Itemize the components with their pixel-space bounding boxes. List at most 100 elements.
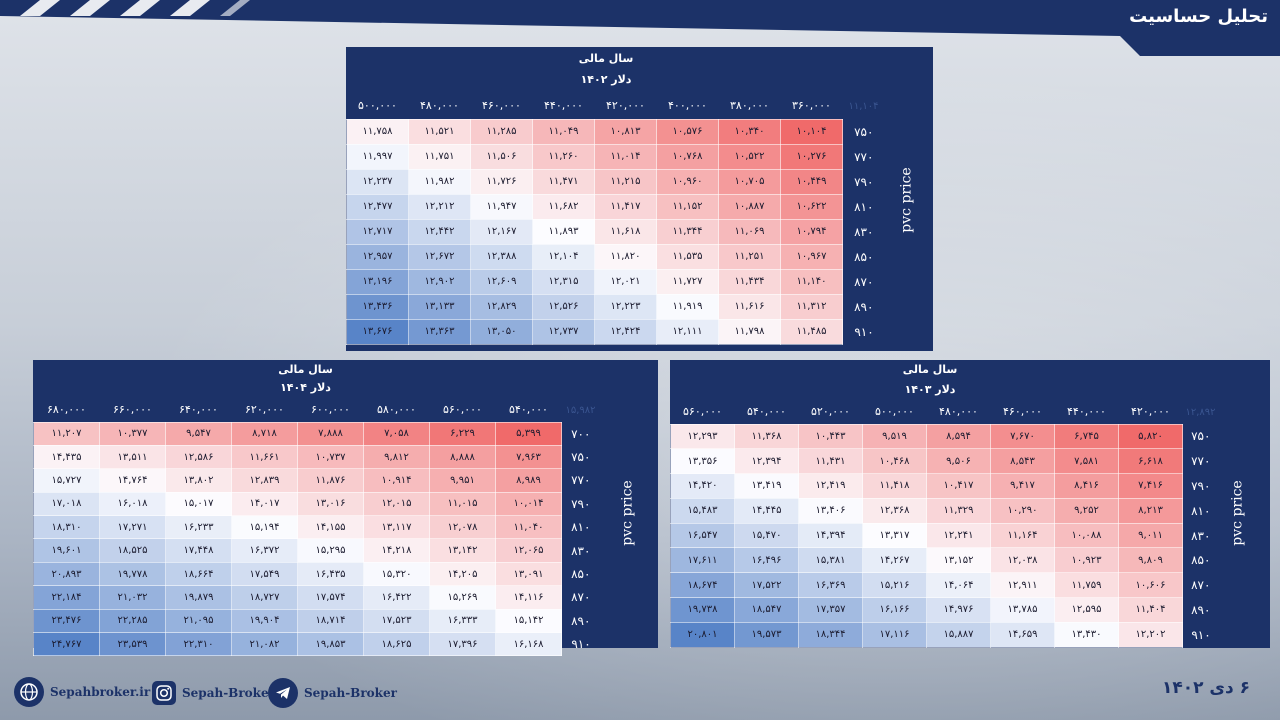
value-cell: ۱۱,۱۵۲ <box>656 193 719 220</box>
value-cell: ۱۴,۱۱۶ <box>495 585 562 610</box>
value-cell: ۱۵,۱۴۲ <box>495 608 562 634</box>
value-cell: ۱۷,۰۱۸ <box>33 491 100 517</box>
value-cell: ۱۳,۳۶۳ <box>408 318 471 345</box>
value-cell: ۱۸,۳۴۴ <box>798 621 863 648</box>
column-header: ۵۰۰,۰۰۰ <box>358 99 397 113</box>
value-cell: ۱۲,۴۴۲ <box>408 218 471 245</box>
value-cell: ۱۹,۷۷۸ <box>99 561 166 587</box>
value-cell: ۱۲,۳۸۸ <box>470 243 533 270</box>
value-cell: ۱۱,۱۶۴ <box>990 522 1055 549</box>
value-cell: ۹,۵۱۹ <box>862 423 927 450</box>
row-header: ۷۵۰ <box>854 124 874 139</box>
column-header: ۶۸۰,۰۰۰ <box>47 403 86 417</box>
value-cell: ۱۲,۴۲۴ <box>594 318 657 345</box>
value-cell: ۱۳,۸۰۲ <box>165 468 232 493</box>
value-cell: ۱۲,۰۱۵ <box>363 491 430 517</box>
value-cell: ۶,۶۱۸ <box>1118 448 1183 475</box>
row-header: ۸۱۰ <box>571 520 591 535</box>
value-cell: ۱۱,۴۱۸ <box>862 473 927 499</box>
website-text: Sepahbroker.ir <box>50 685 151 699</box>
value-cell: ۱۲,۵۲۶ <box>532 293 595 320</box>
value-cell: ۱۳,۴۰۶ <box>798 497 863 524</box>
table-row: ۱۲,۴۷۷ ۱۲,۲۱۲ ۱۱,۹۴۷ ۱۱,۶۸۲ ۱۱,۴۱۷ ۱۱,۱۵۲ ۱۰,۸… <box>346 193 886 220</box>
value-cell: ۱۱,۵۰۶ <box>470 143 533 170</box>
column-header: ۴۲۰,۰۰۰ <box>606 99 645 113</box>
instagram-text: Sepah-Broker <box>182 686 275 700</box>
value-cell: ۱۰,۷۶۸ <box>656 143 719 170</box>
value-cell: ۱۱,۰۴۹ <box>532 118 595 145</box>
table-row: ۱۴,۴۳۵ ۱۳,۵۱۱ ۱۲,۵۸۶ ۱۱,۶۶۱ ۱۰,۷۳۷ ۹,۸۱۲ ۸,۸۸۸… <box>33 444 601 470</box>
value-cell: ۱۲,۳۶۸ <box>862 497 927 524</box>
value-cell: ۱۸,۵۴۷ <box>734 597 799 623</box>
value-cell: ۱۲,۸۳۹ <box>231 468 298 493</box>
value-cell: ۱۶,۰۱۸ <box>99 491 166 517</box>
value-cell: ۱۳,۰۹۱ <box>495 561 562 587</box>
value-cell: ۱۴,۰۱۷ <box>231 491 298 517</box>
column-header: ۵۴۰,۰۰۰ <box>747 405 786 419</box>
table-row: ۲۰,۸۹۳ ۱۹,۷۷۸ ۱۸,۶۶۴ ۱۷,۵۴۹ ۱۶,۴۳۵ ۱۵,۳۲۰ ۱۴,۲… <box>33 561 601 587</box>
value-cell: ۱۱,۷۲۷ <box>656 268 719 295</box>
table-row: ۱۴,۴۲۰ ۱۳,۴۱۹ ۱۲,۴۱۹ ۱۱,۴۱۸ ۱۰,۴۱۷ ۹,۴۱۷ ۸,۴۱۶… <box>670 473 1220 499</box>
value-cell: ۱۸,۶۶۴ <box>165 561 232 587</box>
column-header: ۵۶۰,۰۰۰ <box>683 405 722 419</box>
website-link[interactable]: Sepahbroker.ir <box>14 677 150 707</box>
value-cell: ۱۱,۳۲۹ <box>926 497 991 524</box>
value-cell: ۲۳,۵۳۹ <box>99 632 166 657</box>
value-cell: ۹,۴۱۷ <box>990 473 1055 499</box>
column-header: ۶۰۰,۰۰۰ <box>311 403 350 417</box>
table-row: ۱۳,۴۳۶ ۱۳,۱۳۳ ۱۲,۸۲۹ ۱۲,۵۲۶ ۱۲,۲۲۳ ۱۱,۹۱۹ ۱۱,۶… <box>346 293 886 320</box>
value-cell: ۱۲,۹۱۱ <box>990 572 1055 599</box>
row-header: ۸۱۰ <box>854 199 874 214</box>
value-cell: ۱۳,۱۵۲ <box>926 547 991 574</box>
value-cell: ۱۸,۷۱۴ <box>297 608 364 634</box>
row-header: ۷۷۰ <box>571 473 591 488</box>
value-cell: ۱۶,۴۳۵ <box>297 561 364 587</box>
table-row: ۱۲,۷۱۷ ۱۲,۴۴۲ ۱۲,۱۶۷ ۱۱,۸۹۳ ۱۱,۶۱۸ ۱۱,۳۴۴ ۱۱,۰… <box>346 218 886 245</box>
corner-base-value: ۱۵,۹۸۲ <box>565 404 596 416</box>
value-cell: ۱۱,۴۰۴ <box>1118 597 1183 623</box>
value-cell: ۹,۹۵۱ <box>429 468 496 493</box>
value-cell: ۱۶,۴۲۲ <box>363 585 430 610</box>
value-cell: ۱۹,۸۵۳ <box>297 632 364 657</box>
value-cell: ۱۵,۳۸۱ <box>798 547 863 574</box>
row-header: ۸۳۰ <box>854 224 874 239</box>
column-header: ۶۲۰,۰۰۰ <box>245 403 284 417</box>
value-cell: ۱۲,۹۵۷ <box>346 243 409 270</box>
value-cell: ۱۱,۵۳۵ <box>656 243 719 270</box>
telegram-text: Sepah-Broker <box>304 686 397 700</box>
instagram-link[interactable]: Sepah-Broker <box>152 681 275 705</box>
value-cell: ۹,۸۱۲ <box>363 444 430 470</box>
value-cell: ۱۱,۵۲۱ <box>408 118 471 145</box>
value-cell: ۱۰,۲۷۶ <box>780 143 843 170</box>
value-cell: ۲۴,۷۶۷ <box>33 632 100 657</box>
value-cell: ۱۱,۲۵۱ <box>718 243 781 270</box>
value-cell: ۱۳,۴۱۹ <box>734 473 799 499</box>
value-cell: ۱۵,۲۱۶ <box>862 572 927 599</box>
value-cell: ۱۲,۰۲۱ <box>594 268 657 295</box>
value-cell: ۲۱,۰۹۵ <box>165 608 232 634</box>
value-cell: ۱۸,۶۲۵ <box>363 632 430 657</box>
value-cell: ۱۲,۳۹۴ <box>734 448 799 475</box>
column-header: ۴۸۰,۰۰۰ <box>939 405 978 419</box>
value-cell: ۲۱,۰۳۲ <box>99 585 166 610</box>
value-cell: ۱۰,۴۴۹ <box>780 168 843 195</box>
value-cell: ۱۵,۴۸۳ <box>670 497 735 524</box>
value-cell: ۱۱,۹۴۷ <box>470 193 533 220</box>
row-header: ۸۵۰ <box>854 249 874 264</box>
row-header: ۸۳۰ <box>1191 528 1211 543</box>
value-cell: ۱۱,۲۶۰ <box>532 143 595 170</box>
table-row: ۱۳,۳۵۶ ۱۲,۳۹۴ ۱۱,۴۳۱ ۱۰,۴۶۸ ۹,۵۰۶ ۸,۵۴۳ ۷,۵۸۱ ۶… <box>670 448 1220 475</box>
table-row: ۱۸,۳۱۰ ۱۷,۲۷۱ ۱۶,۲۳۳ ۱۵,۱۹۴ ۱۴,۱۵۵ ۱۳,۱۱۷ ۱۲,۰… <box>33 515 601 540</box>
value-cell: ۱۴,۲۱۸ <box>363 538 430 563</box>
column-header: ۳۶۰,۰۰۰ <box>792 99 831 113</box>
page-title: تحلیل حساسیت <box>1129 6 1268 27</box>
value-cell: ۱۱,۸۷۶ <box>297 468 364 493</box>
instagram-icon <box>152 681 176 705</box>
column-header: ۵۶۰,۰۰۰ <box>443 403 482 417</box>
value-cell: ۱۴,۲۰۵ <box>429 561 496 587</box>
value-cell: ۱۱,۳۱۲ <box>780 293 843 320</box>
value-cell: ۱۱,۴۳۴ <box>718 268 781 295</box>
value-cell: ۱۷,۵۲۳ <box>363 608 430 634</box>
telegram-link[interactable]: Sepah-Broker <box>268 678 397 708</box>
value-cell: ۱۱,۴۷۱ <box>532 168 595 195</box>
